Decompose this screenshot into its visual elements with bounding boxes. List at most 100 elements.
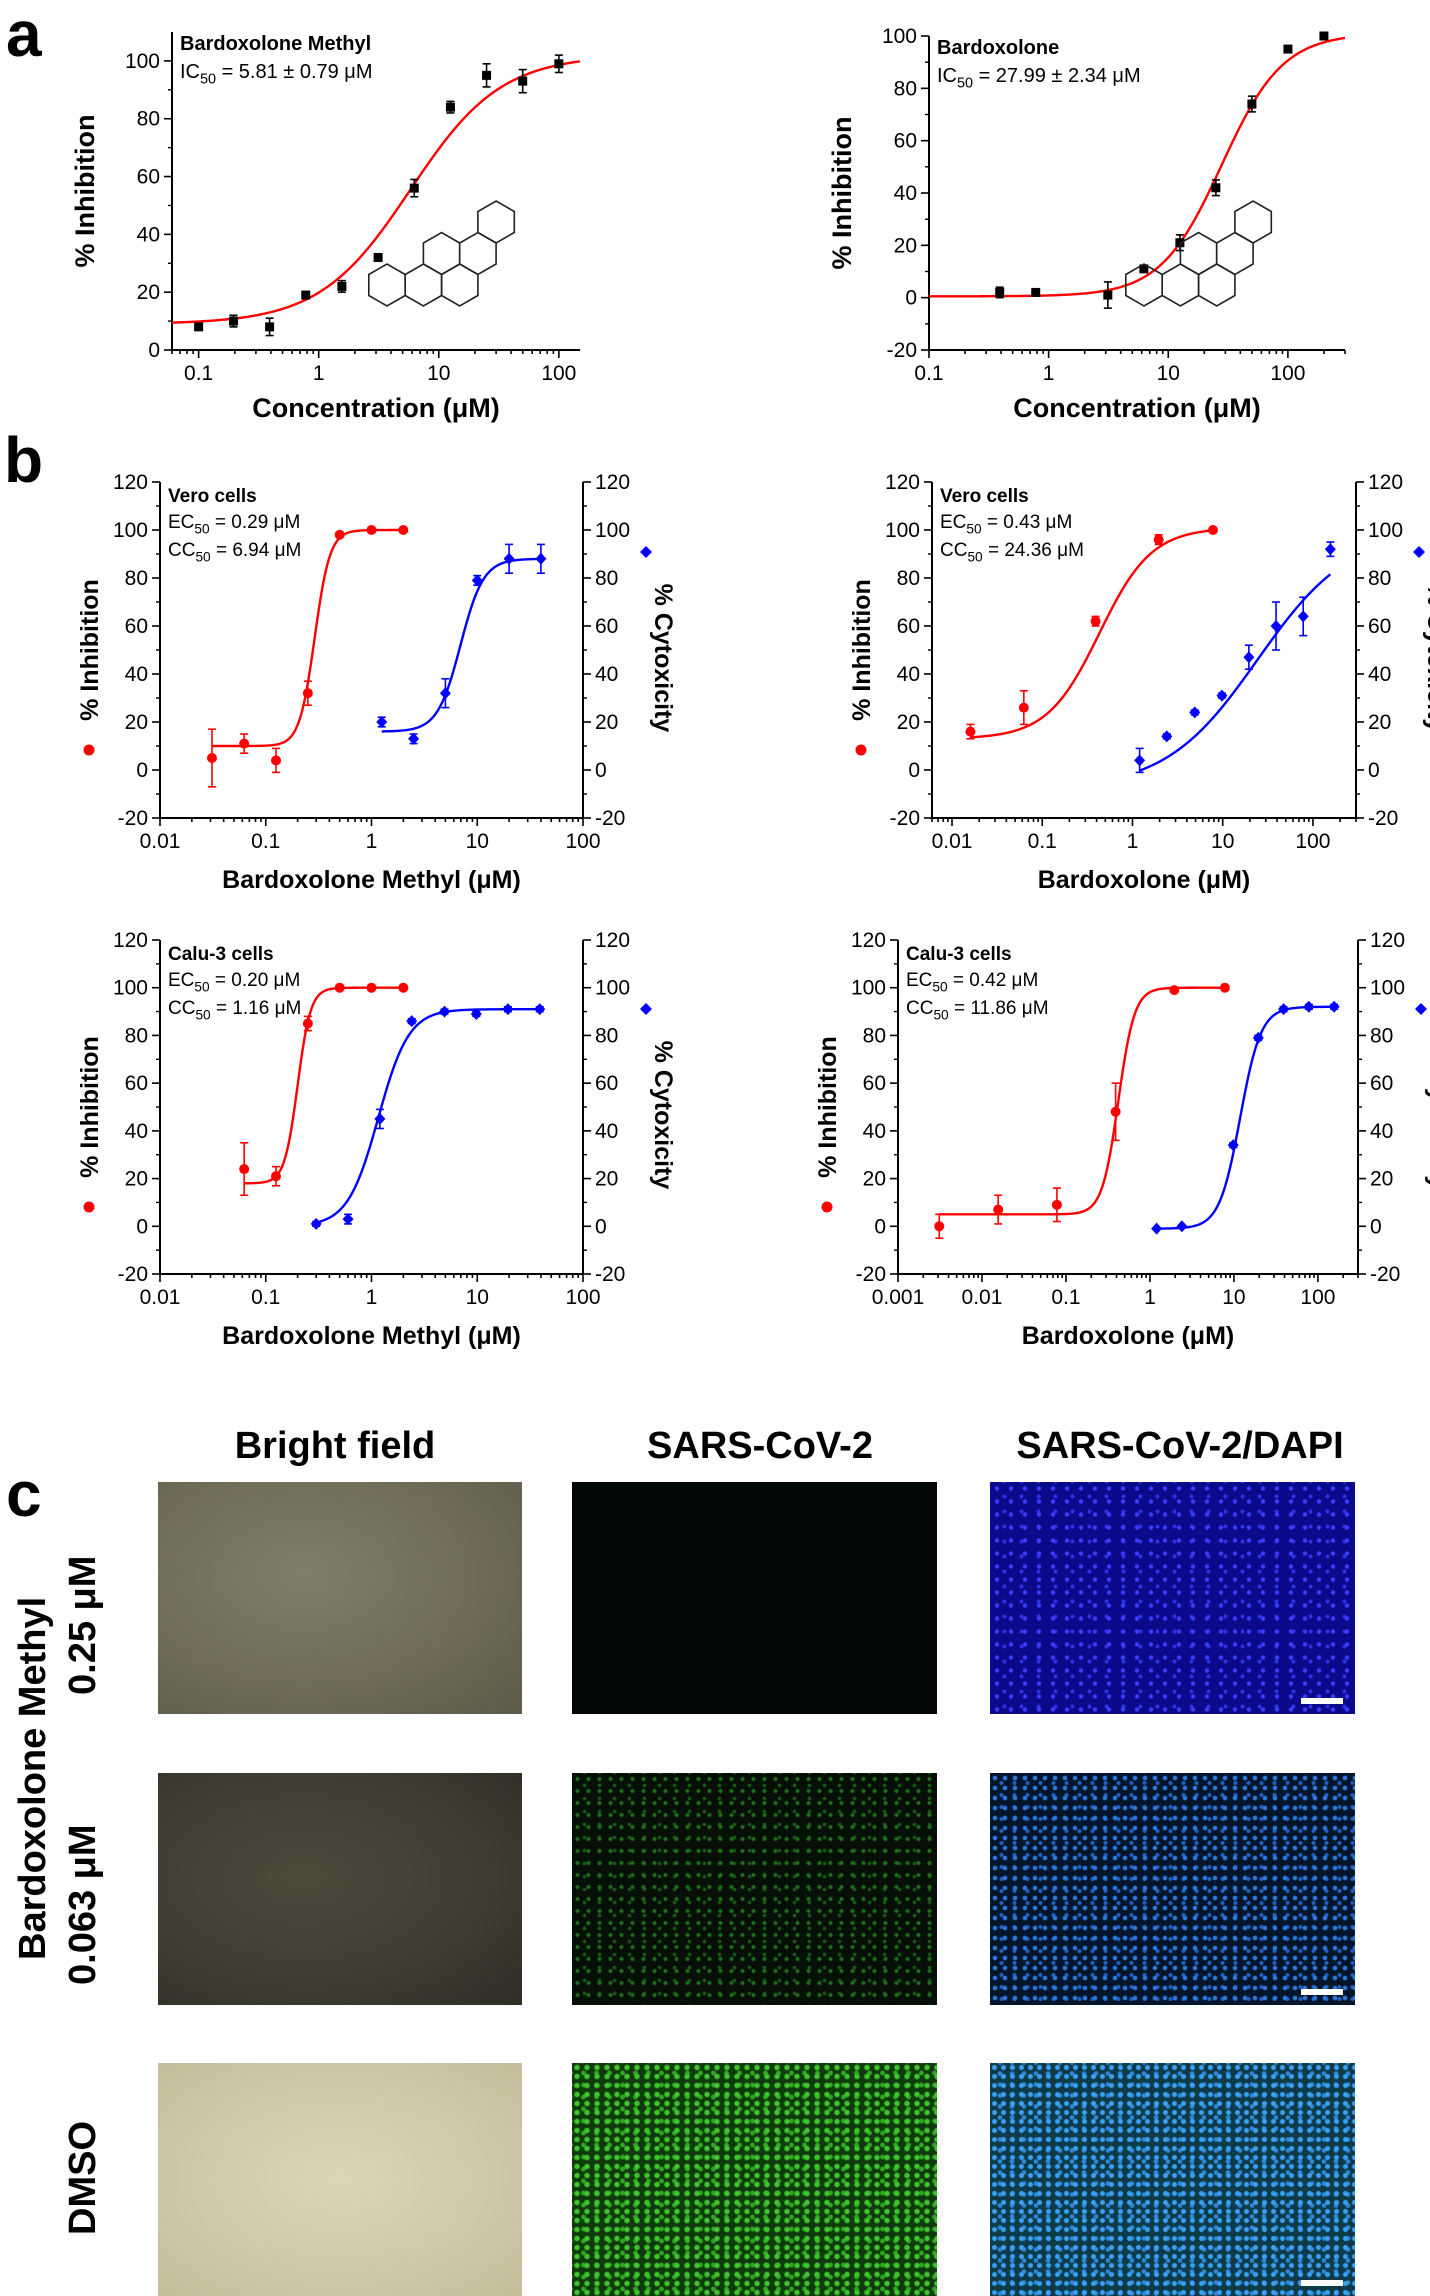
data-point: [376, 716, 388, 728]
scale-bar: [1301, 1698, 1343, 1704]
micrograph-sars-cov-2-dmso: [572, 2063, 937, 2296]
y-tick-label: 20: [863, 1168, 886, 1191]
data-point: [406, 1015, 418, 1028]
x-axis-label: Concentration (μM): [252, 393, 500, 423]
x-tick-label: 100: [541, 362, 576, 385]
y-tick-label: 80: [137, 108, 160, 131]
y2-tick-label: 20: [595, 711, 618, 734]
y-axis-legend-marker: [855, 744, 867, 756]
micrograph-bright-field-dmso: [158, 2063, 522, 2296]
row-label-dmso: DMSO: [62, 2121, 104, 2235]
y2-tick-label: 60: [1370, 1072, 1393, 1095]
data-point: [1219, 982, 1230, 993]
data-point: [1211, 183, 1221, 193]
y2-tick-label: -20: [1370, 1263, 1400, 1286]
chart-annotation: CC50 = 1.16 μM: [168, 998, 301, 1022]
y-axis-label: % Inhibition: [827, 117, 857, 270]
data-point: [374, 1112, 386, 1125]
y2-tick-label: 100: [595, 519, 630, 542]
x-tick-label: 1: [366, 1286, 378, 1309]
y-tick-label: -20: [890, 807, 920, 830]
x-axis-label: Bardoxolone (μM): [1022, 1322, 1235, 1350]
chart-title: Calu-3 cells: [906, 944, 1012, 965]
x-tick-label: 10: [466, 1286, 489, 1309]
chart-b-vero-bardoxolone: 0.01 0.1 1 10 100 -20 -20 0 0 20 20 40 40 60 60 80 80 100…: [848, 471, 1430, 894]
column-header-sars-cov-2: SARS-CoV-2: [647, 1425, 873, 1467]
y2-tick-label: 60: [1368, 615, 1391, 638]
y2-tick-label: 100: [1370, 977, 1405, 1000]
fit-curve-inhibition: [171, 60, 581, 324]
y-tick-label: 120: [885, 471, 920, 494]
x-tick-label: 100: [1270, 362, 1305, 385]
y2-axis-label: % Cytoxicity: [1424, 1041, 1430, 1190]
data-point: [334, 982, 345, 993]
x-tick-label: 0.01: [140, 1286, 181, 1309]
y-tick-label: 40: [897, 663, 920, 686]
data-point: [1103, 290, 1113, 300]
chart-title: Vero cells: [168, 486, 257, 507]
y2-tick-label: 20: [1368, 711, 1391, 734]
y-tick-label: 0: [148, 339, 160, 362]
x-axis-label: Concentration (μM): [1013, 393, 1261, 423]
y-tick-label: 40: [125, 663, 148, 686]
structure-ring: [1197, 263, 1236, 307]
chart-annotation: IC50 = 5.81 ± 0.79 μM: [180, 61, 373, 88]
data-point: [1153, 534, 1164, 545]
data-point: [270, 755, 281, 766]
data-point: [1018, 702, 1029, 713]
data-point: [301, 290, 311, 300]
y2-axis-legend-marker: [640, 1003, 652, 1015]
y-tick-label: 120: [851, 929, 886, 952]
data-point: [398, 982, 409, 993]
chart-annotation: EC50 = 0.20 μM: [168, 970, 300, 994]
chart-annotation: EC50 = 0.29 μM: [168, 512, 300, 536]
y2-tick-label: 120: [1370, 929, 1405, 952]
data-point: [194, 322, 204, 332]
y-tick-label: 20: [125, 1168, 148, 1191]
y-tick-label: 60: [897, 615, 920, 638]
scale-bar: [1301, 2280, 1343, 2286]
y-tick-label: 60: [894, 130, 917, 153]
y-tick-label: 100: [882, 25, 917, 48]
fit-curve-inhibition: [970, 529, 1214, 739]
micrograph-dapi-0-25: [990, 1482, 1355, 1714]
y-tick-label: 60: [125, 1072, 148, 1095]
scale-bar: [1301, 1989, 1343, 1995]
y2-tick-label: 60: [595, 615, 618, 638]
data-point: [993, 1204, 1004, 1215]
x-tick-label: 0.1: [184, 362, 213, 385]
x-tick-label: 10: [466, 830, 489, 853]
y2-tick-label: 0: [595, 1215, 607, 1238]
data-point: [398, 525, 409, 535]
y-tick-label: -20: [887, 339, 917, 362]
y-tick-label: 100: [113, 519, 148, 542]
data-point: [1176, 1220, 1188, 1233]
data-point: [366, 982, 377, 993]
data-point: [995, 287, 1005, 297]
y2-tick-label: 80: [1368, 567, 1391, 590]
y-tick-label: -20: [118, 1263, 148, 1286]
y2-axis-label: % Cytoxicity: [1422, 584, 1430, 733]
y-axis-label: % Inhibition: [76, 579, 104, 721]
x-tick-label: 0.1: [251, 1286, 280, 1309]
data-point: [503, 552, 515, 565]
y2-tick-label: 0: [1370, 1215, 1382, 1238]
data-point: [1283, 44, 1293, 54]
y-tick-label: 80: [863, 1024, 886, 1047]
y-tick-label: 0: [136, 759, 148, 782]
structure-ring: [458, 231, 497, 276]
data-point: [1247, 99, 1257, 109]
structure-ring: [1179, 231, 1218, 276]
data-point: [265, 322, 275, 332]
y2-tick-label: 120: [595, 471, 630, 494]
data-point: [534, 1003, 546, 1016]
chart-annotation: EC50 = 0.42 μM: [906, 970, 1038, 994]
y-tick-label: 60: [137, 166, 160, 189]
fit-curve-cytotoxicity: [1156, 1005, 1335, 1230]
y-tick-label: 120: [113, 929, 148, 952]
x-axis-label: Bardoxolone Methyl (μM): [222, 866, 521, 894]
y2-tick-label: 100: [1368, 519, 1403, 542]
y-tick-label: 0: [908, 759, 920, 782]
structure-ring: [1161, 263, 1200, 307]
data-point: [408, 732, 420, 745]
